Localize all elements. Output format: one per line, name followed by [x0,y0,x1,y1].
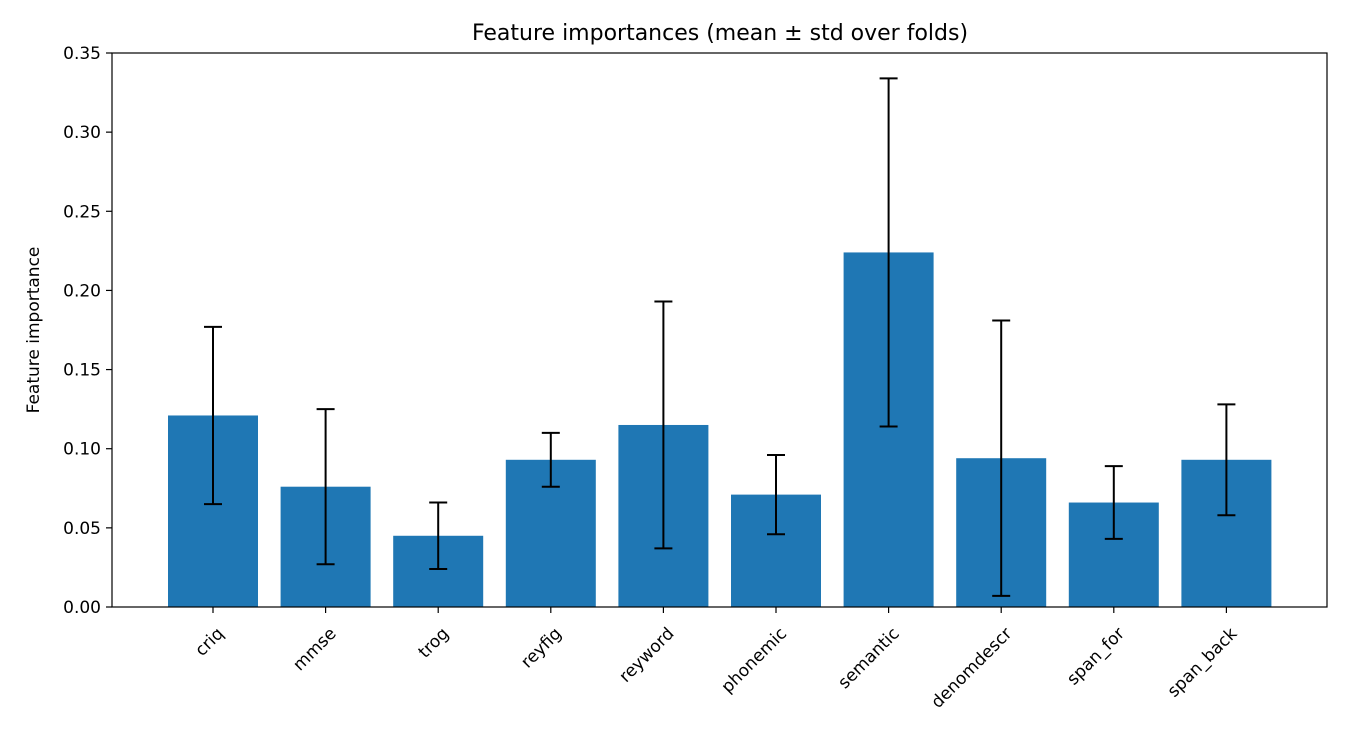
x-tick-label: mmse [289,624,340,675]
x-tick-label: phonemic [718,624,791,697]
y-tick-label: 0.10 [63,440,101,460]
x-axis-ticks: criq mmse trog reyfig reyword phonemic semanti… [191,607,1242,713]
x-tick-label: reyfig [517,624,566,673]
x-tick-label: semantic [834,624,903,693]
plot-frame [111,52,1328,608]
x-tick-label: trog [415,624,454,663]
y-tick-label: 0.05 [63,519,101,539]
y-tick-label: 0.25 [63,202,101,222]
x-tick-label: span_back [1164,624,1242,702]
chart-title: Feature importances (mean ± std over fol… [472,21,968,46]
y-tick-label: 0.00 [63,598,101,618]
y-tick-label: 0.15 [63,361,101,381]
x-tick-label: criq [191,624,228,661]
x-tick-label: denomdescr [928,624,1017,713]
error-bars-layer [204,77,1236,597]
y-tick-label: 0.20 [63,281,101,301]
x-tick-label: reyword [616,624,679,687]
y-tick-label: 0.30 [63,123,101,143]
y-tick-label: 0.35 [63,44,101,64]
y-axis-ticks: 0.00 0.05 0.10 0.15 0.20 0.25 0.30 0.35 [63,44,112,618]
bars-layer [168,252,1272,607]
x-tick-label: span_for [1063,624,1129,690]
y-axis-label: Feature importance [24,247,44,414]
